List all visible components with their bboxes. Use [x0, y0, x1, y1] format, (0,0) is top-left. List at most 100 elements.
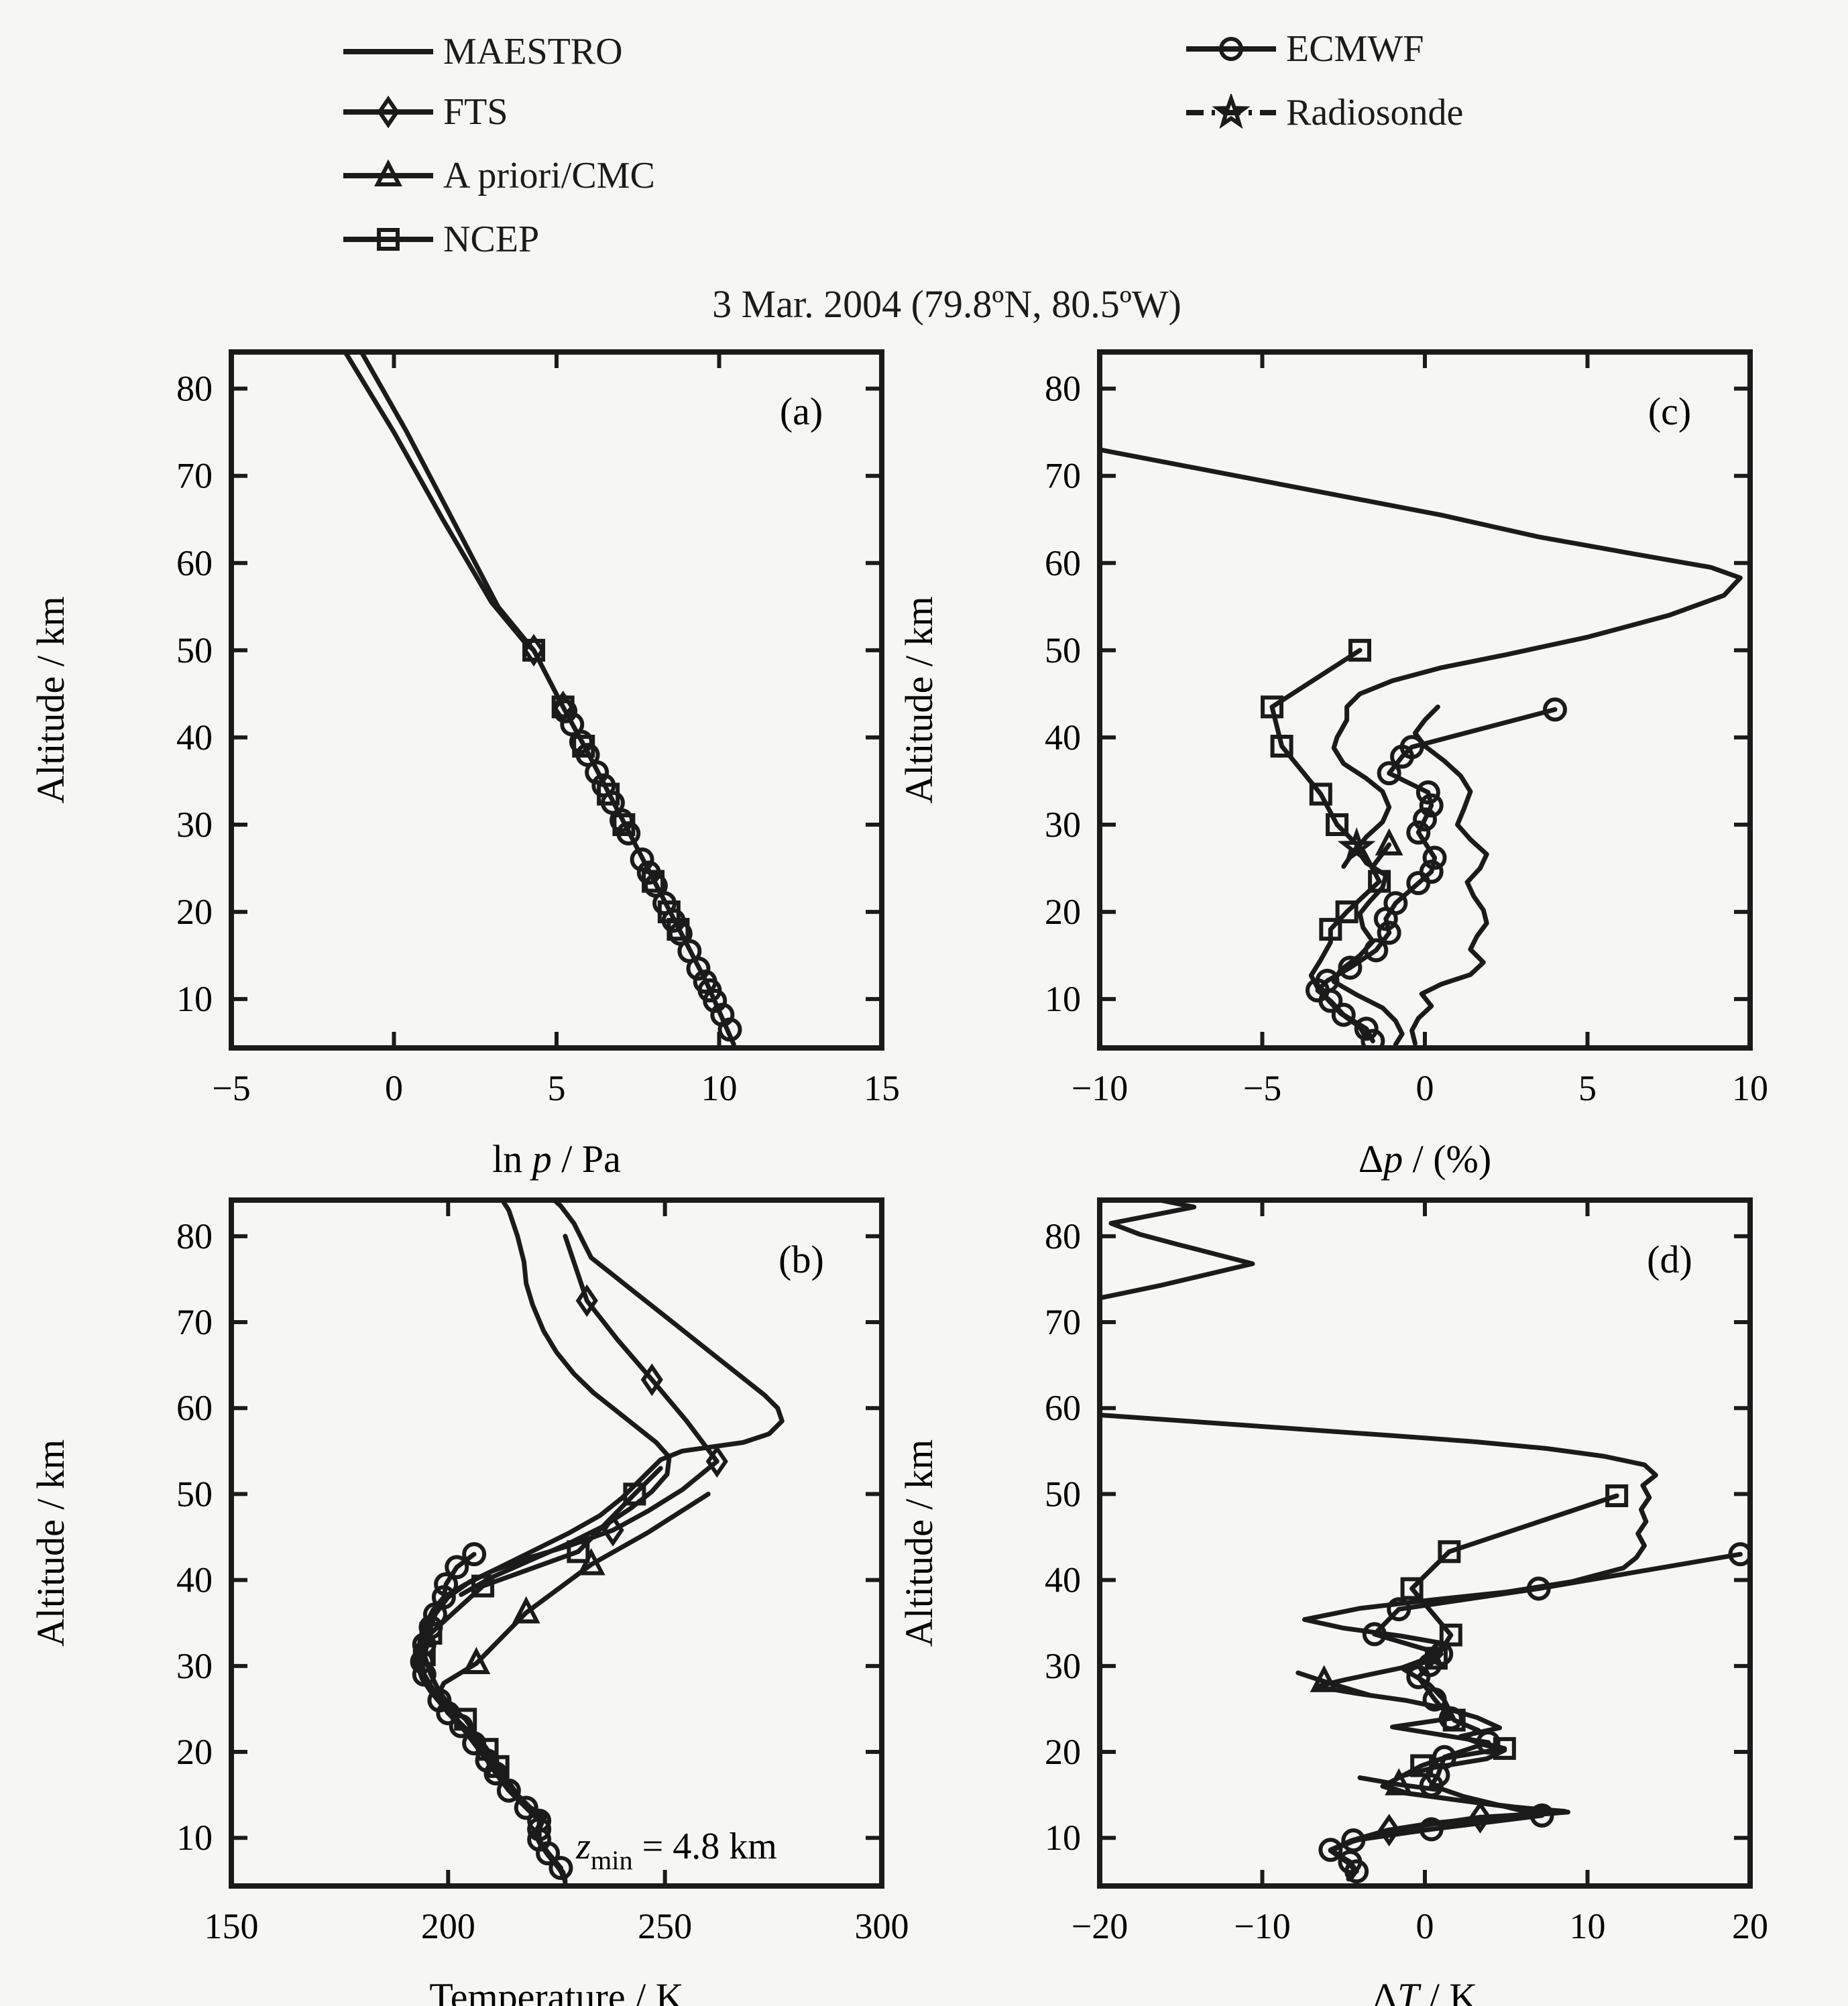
series-fts-markers: [575, 1284, 728, 1547]
square-marker-icon: [1309, 782, 1332, 806]
y-tick-label: 80: [1045, 1216, 1081, 1256]
circle-marker-icon: [1406, 871, 1431, 896]
square-marker-icon: [1400, 1577, 1424, 1600]
panel-d-x-axis-title: ΔT / K: [1373, 1975, 1478, 2006]
y-tick-label: 70: [176, 456, 213, 496]
circle-marker-icon: [436, 1701, 461, 1726]
circle-marker-icon: [717, 1017, 742, 1042]
panel-d: −20 −10 0 10 20 10 20 30 40 50 60 70 80 ΔT / K Altitud…: [897, 1197, 1768, 2006]
circle-marker-icon: [569, 729, 593, 754]
legend-item-apriori: A priori/CMC: [342, 156, 655, 196]
triangle-marker-icon: [462, 1647, 491, 1674]
series-a-priori-cmc-low--markers: [1385, 1768, 1413, 1795]
circle-marker-icon: [1419, 793, 1444, 818]
y-tick-label: 20: [1045, 892, 1081, 932]
panel-b-ticks: 150 200 250 300 10 20 30 40 50 60 70 80: [176, 1200, 909, 1946]
y-tick-label: 60: [176, 1388, 213, 1428]
star-marker-icon: [1212, 93, 1251, 129]
x-tick-label: 250: [638, 1906, 692, 1946]
y-tick-label: 40: [1045, 1560, 1081, 1600]
y-tick-label: 20: [1045, 1732, 1081, 1772]
circle-marker-icon: [1331, 1002, 1356, 1027]
circle-marker-icon: [412, 1632, 437, 1657]
square-marker-icon: [522, 638, 546, 662]
diamond-marker-icon: [575, 1284, 598, 1317]
square-marker-icon: [342, 221, 435, 258]
panel-b-frame: [229, 1197, 884, 1889]
square-marker-icon: [623, 1482, 646, 1506]
circle-marker-icon: [1338, 955, 1363, 980]
series-maestro-vs-fts-upper--line: [1097, 1197, 1255, 1301]
circle-marker-icon: [1419, 1817, 1444, 1842]
square-marker-icon: [377, 228, 400, 251]
series-unmarked-profile-line: [1409, 704, 1489, 1046]
maestro-line-icon: [342, 33, 435, 70]
circle-marker-icon: [630, 847, 654, 872]
panel-d-y-axis-title: Altitude / km: [897, 1439, 941, 1647]
x-tick-label: 200: [421, 1906, 475, 1946]
x-tick-label: 5: [548, 1068, 566, 1108]
legend-label-maestro: MAESTRO: [443, 31, 623, 72]
square-marker-icon: [1439, 1623, 1462, 1647]
x-tick-label: −10: [1234, 1906, 1290, 1946]
zmin-annotation: zmin = 4.8 km: [575, 1826, 777, 1875]
triangle-marker-icon: [1310, 1665, 1338, 1692]
panel-d-ticks: −20 −10 0 10 20 10 20 30 40 50 60 70 80: [1045, 1200, 1768, 1946]
circle-marker-icon: [1529, 1803, 1554, 1828]
circle-marker-icon: [1377, 921, 1401, 945]
circle-marker-icon: [1476, 1730, 1501, 1755]
series-a-priori-cmc-markers: [1310, 1665, 1338, 1692]
panel-a-letter: (a): [780, 390, 823, 433]
y-tick-label: 60: [1045, 1388, 1081, 1428]
circle-marker-icon: [462, 1731, 487, 1756]
triangle-marker-icon: [512, 1596, 540, 1624]
diamond-marker-icon: [705, 1445, 728, 1478]
circle-marker-icon: [410, 1649, 435, 1674]
series-fts-vs-maestro-line: [1097, 447, 1743, 1047]
triangle-marker-icon: [1385, 1768, 1413, 1795]
y-tick-label: 50: [1045, 1474, 1081, 1514]
circle-marker-icon: [445, 1555, 469, 1580]
panel-b: 150 200 250 300 10 20 30 40 50 60 70 80 Temperature …: [29, 1197, 909, 2006]
panel-b-y-axis-title: Altitude / km: [29, 1439, 72, 1647]
panel-c-frame: [1097, 349, 1753, 1051]
diamond-marker-icon: [601, 1513, 624, 1547]
square-marker-icon: [1270, 734, 1293, 758]
panel-c: −10 −5 0 5 10 10 20 30 40 50 60 70 80 Δp / (%) Altitud…: [897, 349, 1768, 1181]
x-tick-label: 10: [701, 1068, 738, 1108]
square-marker-icon: [1326, 813, 1349, 837]
legend-label-apriori: A priori/CMC: [443, 155, 655, 196]
y-tick-label: 30: [176, 1646, 213, 1686]
triangle-marker-icon: [342, 157, 435, 194]
diamond-marker-icon: [640, 1363, 663, 1397]
y-tick-label: 30: [1045, 805, 1081, 845]
series-ecmwf-line: [1328, 1551, 1743, 1874]
square-marker-icon: [1368, 870, 1391, 893]
x-tick-label: −20: [1072, 1906, 1128, 1946]
series-maestro-vs-fts-line: [1097, 1413, 1658, 1882]
panel-b-letter: (b): [778, 1238, 824, 1281]
legend-item-ecmwf: ECMWF: [1185, 29, 1424, 69]
y-tick-label: 80: [176, 1216, 213, 1256]
circle-marker-icon: [1390, 744, 1415, 769]
series-maestro-line: [415, 1197, 785, 1885]
x-tick-label: 0: [385, 1068, 403, 1108]
series-a-priori-cmc-low--line: [1357, 1775, 1440, 1792]
y-tick-label: 80: [1045, 369, 1081, 409]
y-tick-label: 20: [176, 892, 213, 932]
circle-marker-icon: [462, 1542, 487, 1567]
x-tick-label: 10: [1570, 1906, 1606, 1946]
legend-label-fts: FTS: [443, 91, 508, 133]
circle-marker-icon: [1377, 761, 1401, 786]
circle-marker-icon: [1406, 1665, 1431, 1690]
circle-marker-icon: [1416, 780, 1440, 805]
circle-marker-icon: [412, 1662, 437, 1687]
x-tick-label: 150: [205, 1906, 259, 1946]
y-tick-label: 70: [1045, 456, 1081, 496]
circle-marker-icon: [553, 699, 578, 723]
square-marker-icon: [567, 1540, 590, 1564]
circle-marker-icon: [1318, 1838, 1343, 1863]
panel-a: −5 0 5 10 15 10 20 30 40 50 60 70 80 ln p / Pa Altitud…: [29, 349, 900, 1181]
series-ecmwf-markers: [1305, 697, 1567, 1051]
